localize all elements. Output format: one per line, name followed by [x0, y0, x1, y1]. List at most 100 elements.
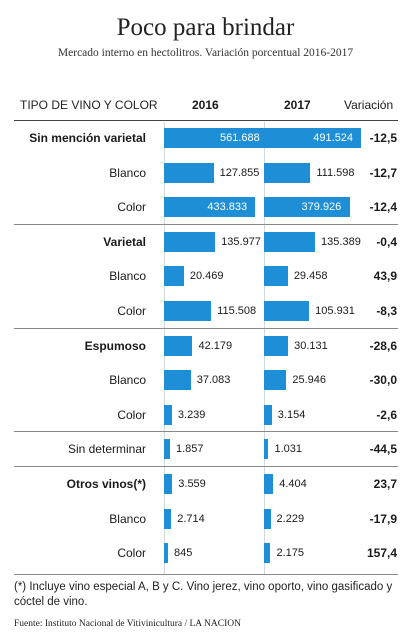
table-row: Sin mención varietal 561.688 491.524 -12,5 [0, 128, 411, 148]
data-label-2017: 111.598 [316, 166, 355, 179]
category-label: Blanco [109, 373, 146, 388]
category-label: Espumoso [84, 338, 146, 353]
table-row: Sin determinar 1.857 1.031 -44,5 [0, 439, 411, 460]
data-label-2017: 2.175 [276, 547, 304, 560]
variation-value: -8,3 [376, 304, 397, 318]
data-label-2016: 1.857 [175, 443, 204, 456]
chart-subtitle: Mercado interno en hectolitros. Variació… [57, 47, 354, 59]
bar-2017 [264, 474, 274, 494]
bar-2017 [264, 128, 362, 148]
category-label: Color [117, 546, 146, 561]
data-label-2016: 42.179 [198, 339, 233, 352]
bar-2016 [164, 197, 256, 218]
data-label-2016: 135.977 [221, 235, 261, 248]
data-label-2017: 491.524 [313, 132, 354, 144]
category-label: Color [117, 200, 146, 215]
bar-2016 [164, 543, 169, 564]
category-label: Color [117, 304, 146, 318]
bar-2017 [264, 543, 271, 564]
data-label-2017: 25.946 [292, 374, 326, 387]
table-row: Blanco 127.855 111.598 -12,7 [0, 162, 411, 183]
variation-value: -30,0 [369, 373, 397, 388]
data-label-2016: 845 [174, 547, 193, 560]
group-separator [14, 327, 398, 329]
group-separator [14, 431, 398, 433]
bar-2016 [164, 439, 170, 460]
data-label-2016: 561.688 [220, 132, 260, 144]
bar-2017 [264, 162, 311, 183]
variation-value: -0,4 [376, 234, 397, 249]
bar-2016 [164, 231, 216, 252]
data-label-2017: 2.229 [276, 512, 305, 525]
bar-2017 [264, 266, 288, 287]
category-label: Color [117, 407, 146, 422]
category-label: Blanco [109, 511, 146, 526]
data-label-2017: 105.931 [315, 305, 355, 317]
table-row: Blanco 37.083 25.946 -30,0 [0, 370, 411, 391]
bar-2017 [264, 231, 316, 252]
data-label-2016: 433.833 [207, 201, 248, 214]
header-type-label: TIPO DE VINO Y COLOR [20, 98, 158, 112]
category-label: Varietal [103, 234, 146, 249]
bar-2016 [164, 370, 191, 391]
table-bottom-rule [14, 574, 398, 575]
data-label-2017: 4.404 [279, 478, 307, 490]
data-label-2017: 3.154 [277, 408, 306, 421]
bar-2016 [164, 301, 212, 321]
data-label-2017: 29.458 [293, 270, 328, 283]
table-row: Espumoso 42.179 30.131 -28,6 [0, 335, 411, 356]
group-separator [14, 466, 398, 467]
table-row: Color 845 2.175 157,4 [0, 543, 411, 564]
bar-2017 [264, 335, 289, 356]
header-2016: 2016 [192, 98, 219, 112]
table-row: Color 433.833 379.926 -12,4 [0, 197, 411, 218]
chart-title: Poco para brindar [116, 14, 295, 41]
footnote: (*) Incluye vino especial A, B y C. Vino… [14, 581, 393, 608]
header-variation: Variación [344, 98, 394, 112]
bar-2016 [164, 128, 268, 148]
table-row: Otros vinos(*) 3.559 4.404 23,7 [0, 474, 411, 494]
data-label-2017: 135.389 [321, 235, 361, 248]
variation-value: 157,4 [366, 546, 397, 561]
category-label: Otros vinos(*) [66, 477, 146, 491]
data-label-2016: 3.559 [178, 478, 206, 490]
table-row: Varietal 135.977 135.389 -0,4 [0, 231, 411, 252]
variation-value: -12,5 [369, 131, 397, 145]
bar-2016 [164, 404, 172, 425]
data-label-2017: 30.131 [294, 339, 328, 352]
variation-value: -44,5 [369, 442, 397, 457]
bar-2017 [264, 301, 310, 321]
header-2017: 2017 [284, 98, 311, 112]
category-label: Sin determinar [67, 442, 146, 457]
data-label-2016: 20.469 [189, 270, 224, 283]
table-row: Color 3.239 3.154 -2,6 [0, 404, 411, 425]
group-separator [14, 223, 398, 225]
category-label: Blanco [109, 165, 146, 180]
header-rule [14, 120, 398, 121]
variation-value: -12,7 [369, 165, 397, 180]
variation-value: -28,6 [369, 338, 397, 353]
data-label-2017: 379.926 [301, 201, 342, 214]
bar-2016 [164, 162, 214, 183]
bar-2016 [164, 335, 193, 356]
data-label-2017: 1.031 [274, 443, 302, 456]
bar-2017 [264, 370, 287, 391]
data-label-2016: 2.714 [177, 512, 205, 525]
variation-value: -2,6 [376, 407, 397, 422]
table-row: Color 115.508 105.931 -8,3 [0, 301, 411, 321]
table-row: Blanco 2.714 2.229 -17,9 [0, 508, 411, 529]
bar-2017 [264, 197, 350, 218]
bar-2017 [264, 439, 269, 460]
category-label: Blanco [109, 269, 146, 284]
bar-2016 [164, 474, 173, 494]
variation-value: -12,4 [369, 200, 397, 215]
source-credit: Fuente: Instituto Nacional de Vitivinicu… [14, 619, 241, 629]
bar-2017 [264, 508, 271, 529]
variation-value: 43,9 [373, 269, 397, 284]
data-label-2016: 3.239 [177, 408, 206, 421]
table-row: Blanco 20.469 29.458 43,9 [0, 266, 411, 287]
category-label: Sin mención varietal [29, 131, 146, 145]
bar-2016 [164, 508, 172, 529]
variation-value: 23,7 [373, 477, 397, 491]
data-label-2016: 127.855 [219, 166, 260, 179]
